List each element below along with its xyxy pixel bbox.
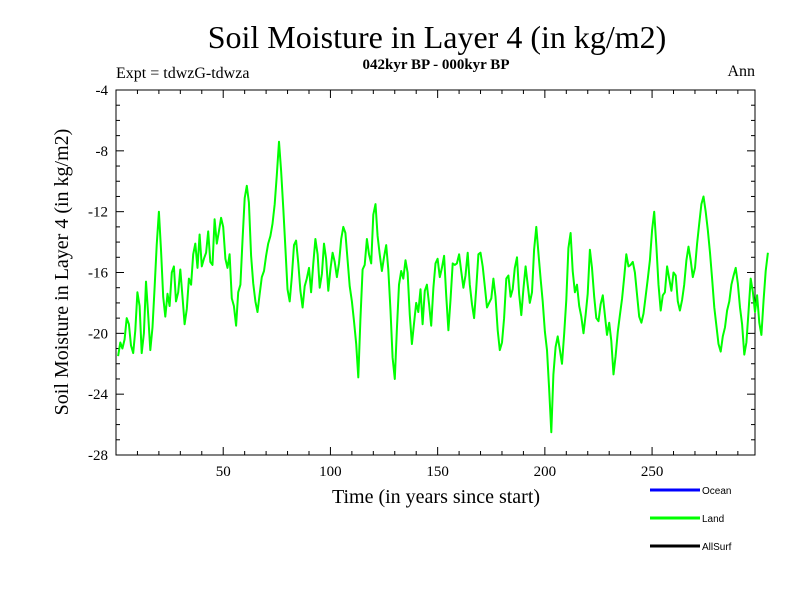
y-tick-label: -16 — [88, 266, 108, 282]
plot-area: -4 -8 -12 -16 -20 -24 -28 50 100 150 200 250 — [88, 83, 769, 480]
x-tick-label: 100 — [319, 464, 342, 480]
y-tick-label: -4 — [96, 83, 109, 99]
y-tick-label: -8 — [96, 144, 109, 160]
series-layer — [117, 140, 769, 434]
legend-label-allsurf: AllSurf — [702, 542, 732, 553]
x-tick-label: 50 — [216, 464, 231, 480]
x-axis-label: Time (in years since start) — [332, 486, 540, 508]
season-label: Ann — [727, 63, 755, 80]
y-tick-label: -20 — [88, 326, 108, 342]
legend: Ocean Land AllSurf — [650, 486, 732, 553]
y-tick-label: -24 — [88, 387, 108, 403]
experiment-label: Expt = tdwzG-tdwza — [116, 65, 249, 82]
x-tick-label: 200 — [534, 464, 557, 480]
legend-label-land: Land — [702, 514, 724, 525]
y-tick-label: -28 — [88, 448, 108, 464]
y-tick-labels: -4 -8 -12 -16 -20 -24 -28 — [88, 83, 108, 464]
chart-subtitle: 042kyr BP - 000kyr BP — [363, 57, 510, 73]
x-tick-label: 150 — [426, 464, 449, 480]
y-tick-label: -12 — [88, 205, 108, 221]
chart-title: Soil Moisture in Layer 4 (in kg/m2) — [208, 19, 667, 55]
y-axis-label: Soil Moisture in Layer 4 (in kg/m2) — [51, 129, 73, 416]
legend-label-ocean: Ocean — [702, 486, 731, 497]
x-tick-labels: 50 100 150 200 250 — [216, 464, 664, 480]
series-line-land — [117, 140, 769, 434]
axis-ticks — [116, 89, 755, 456]
x-tick-label: 250 — [641, 464, 664, 480]
